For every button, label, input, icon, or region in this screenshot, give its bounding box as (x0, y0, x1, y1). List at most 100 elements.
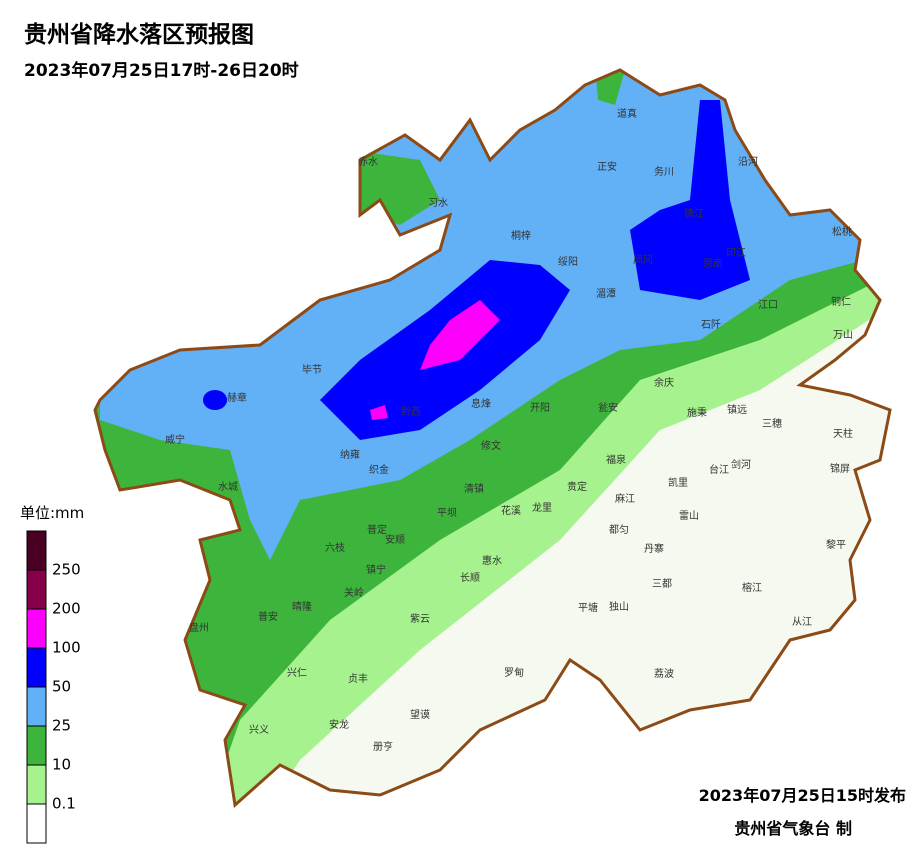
county-label: 平塘 (578, 601, 598, 614)
county-label: 印江 (726, 247, 746, 259)
county-label: 惠水 (482, 554, 502, 567)
county-label: 兴义 (249, 724, 269, 736)
county-label: 习水 (428, 197, 448, 209)
county-label: 清镇 (464, 482, 484, 495)
county-label: 毕节 (302, 363, 322, 376)
county-label: 德江 (684, 207, 704, 220)
zone-rainstorm (203, 390, 227, 410)
zone-rainstorm (630, 100, 750, 300)
county-label: 正安 (597, 160, 617, 173)
county-label: 沿河 (738, 156, 758, 168)
legend-label: 10 (52, 756, 71, 774)
county-label: 绥阳 (558, 256, 578, 268)
county-label: 黔西 (401, 405, 421, 418)
legend-label: 250 (52, 561, 81, 579)
county-label: 平坝 (437, 507, 457, 519)
county-label: 思南 (703, 257, 723, 270)
legend-label: 200 (52, 600, 81, 618)
county-label: 丹寨 (644, 542, 664, 555)
county-label: 关岭 (344, 586, 364, 599)
county-label: 黎平 (826, 538, 846, 551)
county-label: 荔波 (654, 667, 674, 680)
county-label: 台江 (709, 463, 729, 476)
county-label: 锦屏 (830, 462, 850, 475)
county-label: 贞丰 (348, 672, 368, 685)
county-label: 麻江 (615, 492, 635, 505)
legend: 0.1 10 25 50 100 200 250 (26, 530, 81, 844)
county-label: 雷山 (679, 510, 699, 522)
county-label: 开阳 (530, 402, 550, 414)
county-label: 织金 (369, 463, 389, 476)
county-label: 普定 (367, 523, 387, 536)
county-label: 罗甸 (504, 666, 524, 679)
county-label: 花溪 (501, 504, 521, 517)
county-label: 兴仁 (287, 667, 307, 679)
county-label: 湄潭 (596, 288, 616, 300)
county-label: 息烽 (471, 397, 491, 410)
legend-swatch (26, 764, 47, 805)
county-label: 威宁 (165, 433, 185, 446)
county-label: 凯里 (668, 476, 688, 489)
county-label: 镇宁 (366, 563, 386, 576)
county-label: 石阡 (701, 319, 721, 331)
issue-time: 2023年07月25日15时发布 (699, 786, 906, 805)
legend-label: 100 (52, 639, 81, 657)
county-label: 晴隆 (292, 600, 312, 613)
county-label: 瓮安 (598, 401, 618, 414)
legend-swatch (26, 725, 47, 766)
county-label: 天柱 (833, 427, 853, 440)
county-label: 水城 (218, 481, 238, 493)
county-label: 松桃 (832, 225, 852, 238)
legend-swatch (26, 608, 47, 649)
county-label: 望谟 (410, 708, 430, 721)
zone-heavy-rainstorm (420, 300, 500, 370)
county-label: 安龙 (329, 718, 349, 731)
county-label: 道真 (617, 107, 637, 120)
county-label: 册亨 (373, 740, 393, 753)
county-label: 都匀 (609, 524, 629, 536)
legend-label: 25 (52, 717, 71, 735)
county-label: 施秉 (687, 406, 707, 419)
legend-unit: 单位:mm (20, 504, 84, 522)
county-label: 务川 (654, 165, 674, 178)
county-label: 江口 (758, 299, 778, 311)
zone-heavy-rainstorm (370, 405, 388, 420)
legend-swatch (26, 569, 47, 610)
county-label: 赫章 (227, 391, 247, 404)
legend-swatch (26, 647, 47, 688)
county-label: 铜仁 (831, 296, 851, 308)
title: 贵州省降水落区预报图 (24, 22, 254, 48)
issuer: 贵州省气象台 制 (734, 819, 852, 838)
county-label: 六枝 (325, 541, 345, 554)
legend-swatch (26, 530, 47, 571)
county-label: 三穗 (762, 417, 782, 430)
county-label: 桐梓 (511, 229, 531, 242)
county-label: 贵定 (567, 480, 587, 493)
county-label: 独山 (609, 600, 629, 613)
county-label: 剑河 (731, 458, 751, 471)
county-label: 福泉 (606, 453, 626, 466)
legend-swatch (26, 686, 47, 727)
county-label: 修文 (481, 439, 501, 452)
county-label: 万山 (833, 329, 853, 341)
county-label: 纳雍 (340, 448, 360, 461)
subtitle: 2023年07月25日17时-26日20时 (24, 60, 299, 81)
county-label: 普安 (258, 610, 278, 623)
county-label: 安顺 (385, 533, 405, 546)
county-label: 榕江 (742, 581, 762, 594)
county-label: 龙里 (532, 501, 552, 514)
legend-label: 0.1 (52, 795, 76, 813)
legend-label: 50 (52, 678, 71, 696)
county-label: 从江 (792, 616, 812, 628)
county-label: 盘州 (189, 621, 209, 634)
county-label: 紫云 (410, 613, 430, 625)
county-label: 长顺 (460, 572, 480, 584)
county-label: 三都 (652, 578, 672, 590)
county-label: 凤冈 (633, 254, 653, 266)
legend-swatch (26, 803, 47, 844)
county-label: 镇远 (727, 403, 747, 416)
county-label: 余庆 (654, 376, 674, 389)
